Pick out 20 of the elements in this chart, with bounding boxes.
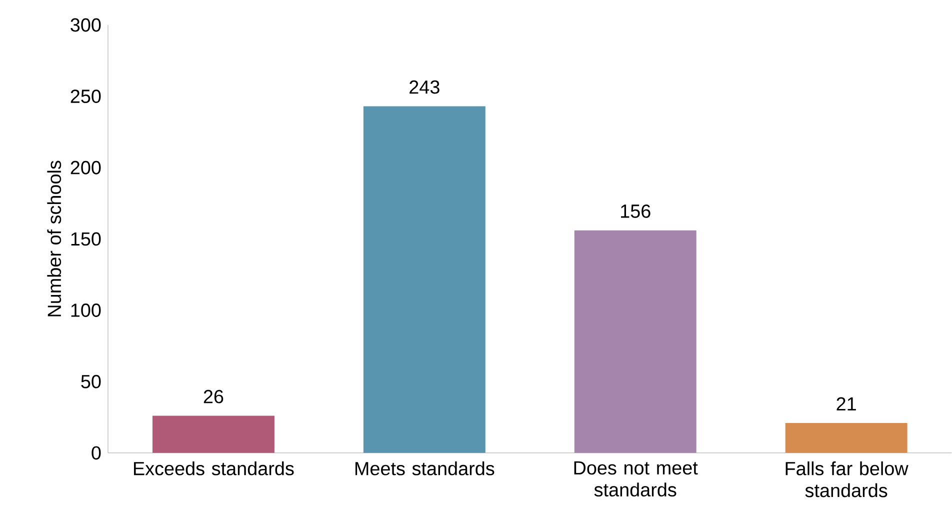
y-tick-label: 250: [70, 90, 101, 104]
x-tick-label: Falls far below standards: [786, 461, 908, 498]
x-tick-label: Meets standards: [355, 461, 494, 476]
data-label: 26: [204, 390, 224, 404]
x-tick-label: Does not meet standards: [574, 461, 698, 497]
bar: [152, 416, 274, 453]
y-tick-label: 100: [71, 304, 101, 318]
data-label: 243: [410, 80, 440, 94]
bar: [785, 423, 908, 453]
y-tick-label: 50: [81, 374, 101, 388]
y-tick-label: 200: [70, 160, 101, 174]
data-label: 21: [836, 397, 856, 410]
y-tick-label: 150: [71, 232, 101, 246]
y-axis-title: Number of schools: [47, 160, 62, 316]
y-tick-label: 300: [70, 18, 101, 32]
bar: [363, 106, 486, 453]
x-tick-label: Exceeds standards: [134, 461, 294, 476]
y-tick-label: 0: [92, 446, 101, 460]
data-label: 156: [621, 204, 650, 218]
bar: [574, 230, 696, 453]
